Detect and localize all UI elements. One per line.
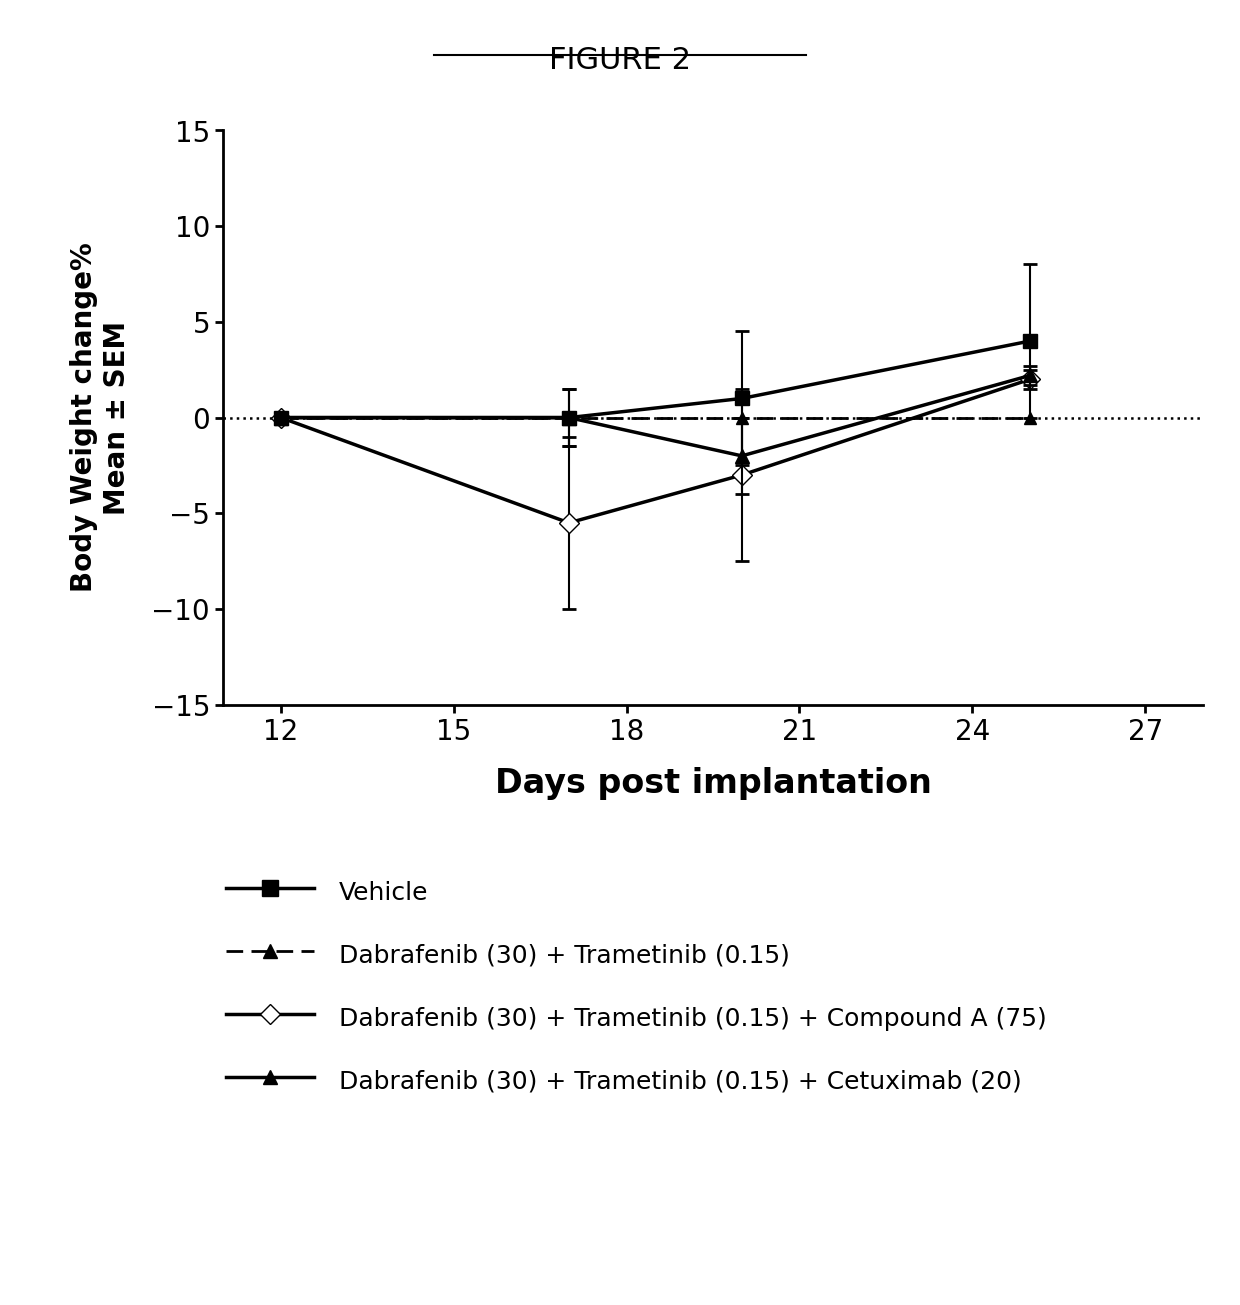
X-axis label: Days post implantation: Days post implantation	[495, 767, 931, 800]
Text: FIGURE 2: FIGURE 2	[549, 46, 691, 74]
Y-axis label: Body Weight change%
Mean ± SEM: Body Weight change% Mean ± SEM	[71, 243, 130, 592]
Legend: Vehicle, Dabrafenib (30) + Trametinib (0.15), Dabrafenib (30) + Trametinib (0.15: Vehicle, Dabrafenib (30) + Trametinib (0…	[216, 867, 1056, 1105]
